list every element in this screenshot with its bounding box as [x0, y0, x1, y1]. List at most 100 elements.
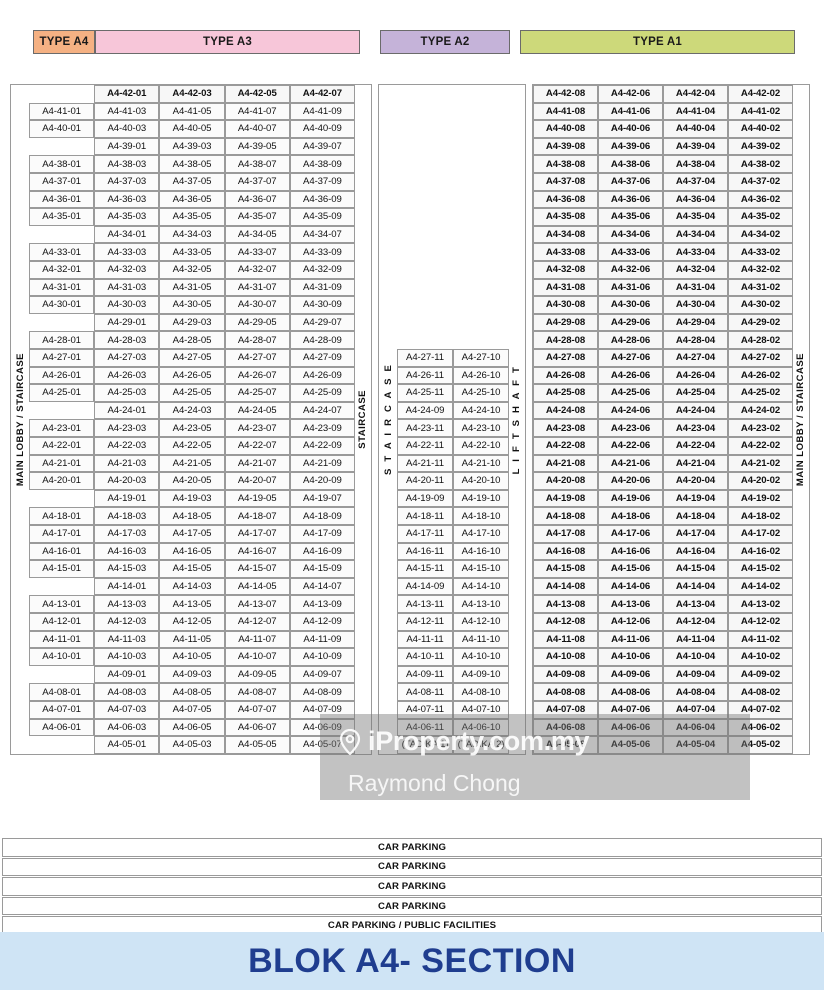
unit-cell[interactable]: A4-10-06 [598, 648, 663, 666]
unit-cell[interactable]: A4-39-08 [533, 137, 598, 156]
unit-cell[interactable]: A4-15-02 [728, 560, 793, 578]
unit-cell[interactable]: A4-09-04 [663, 665, 728, 684]
unit-cell[interactable]: A4-38-01 [29, 155, 95, 173]
unit-cell[interactable]: A4-39-01 [94, 137, 160, 156]
unit-cell[interactable]: A4-15-11 [397, 560, 453, 578]
unit-cell[interactable]: A4-27-11 [397, 349, 453, 367]
unit-cell[interactable]: A4-37-06 [598, 173, 663, 191]
unit-cell[interactable]: A4-17-02 [728, 525, 793, 543]
unit-cell[interactable]: A4-26-10 [453, 366, 509, 385]
unit-cell[interactable]: A4-31-04 [663, 278, 728, 297]
unit-cell[interactable]: A4-17-07 [224, 525, 290, 543]
unit-cell[interactable]: A4-10-05 [159, 648, 225, 666]
unit-cell[interactable]: A4-34-07 [289, 225, 355, 244]
unit-cell[interactable]: A4-08-05 [159, 683, 225, 701]
unit-cell[interactable]: A4-16-03 [94, 542, 160, 561]
unit-cell[interactable]: A4-06-10 [453, 718, 509, 737]
unit-cell[interactable]: A4-26-05 [159, 366, 225, 385]
unit-cell[interactable]: A4-27-01 [29, 349, 95, 367]
unit-cell[interactable]: A4-11-07 [224, 630, 290, 649]
unit-cell[interactable]: A4-25-03 [94, 384, 160, 402]
unit-cell[interactable]: A4-37-07 [224, 173, 290, 191]
unit-cell[interactable]: A4-11-08 [533, 630, 598, 649]
unit-cell[interactable]: A4-11-03 [94, 630, 160, 649]
unit-cell[interactable]: A4-42-03 [159, 85, 225, 103]
unit-cell[interactable]: A4-22-08 [533, 437, 598, 455]
unit-cell[interactable]: A4-27-06 [598, 349, 663, 367]
unit-cell[interactable]: A4-41-06 [598, 102, 663, 121]
unit-cell[interactable]: A4-34-01 [94, 225, 160, 244]
unit-cell[interactable]: A4-30-08 [533, 296, 598, 314]
unit-cell[interactable]: A4-36-08 [533, 190, 598, 209]
unit-cell[interactable]: A4-27-07 [224, 349, 290, 367]
unit-cell[interactable]: A4-39-07 [289, 137, 355, 156]
unit-cell[interactable]: A4-21-10 [453, 454, 509, 473]
unit-cell[interactable]: A4-33-01 [29, 243, 95, 261]
unit-cell[interactable]: A4-16-10 [453, 542, 509, 561]
unit-cell[interactable]: A4-07-01 [29, 701, 95, 719]
unit-cell[interactable]: A4-32-05 [159, 261, 225, 279]
unit-cell[interactable]: A4-13-06 [598, 595, 663, 613]
unit-cell[interactable]: A4-41-08 [533, 102, 598, 121]
unit-cell[interactable]: A4-15-10 [453, 560, 509, 578]
unit-cell[interactable]: A4-24-02 [728, 401, 793, 420]
unit-cell[interactable]: A4-36-02 [728, 190, 793, 209]
unit-cell[interactable]: A4-31-05 [159, 278, 225, 297]
unit-cell[interactable]: A4-11-04 [663, 630, 728, 649]
unit-cell[interactable]: A4-08-04 [663, 683, 728, 701]
unit-cell[interactable]: A4-23-07 [224, 419, 290, 437]
unit-cell[interactable]: A4-06-03 [94, 718, 160, 737]
unit-cell[interactable]: A4-11-06 [598, 630, 663, 649]
unit-cell[interactable]: A4-18-01 [29, 507, 95, 525]
unit-cell[interactable]: A4-38-09 [289, 155, 355, 173]
unit-cell[interactable]: A4-17-08 [533, 525, 598, 543]
unit-cell[interactable]: A4-19-08 [533, 489, 598, 508]
unit-cell[interactable]: A4-20-07 [224, 472, 290, 490]
unit-cell[interactable]: A4-10-07 [224, 648, 290, 666]
unit-cell[interactable]: A4-32-09 [289, 261, 355, 279]
unit-cell[interactable]: A4-26-01 [29, 366, 95, 385]
unit-cell[interactable]: A4-08-08 [533, 683, 598, 701]
unit-cell[interactable]: A4-40-04 [663, 120, 728, 138]
unit-cell[interactable]: A4-07-07 [224, 701, 290, 719]
unit-cell[interactable]: A4-15-05 [159, 560, 225, 578]
unit-cell[interactable]: A4-41-01 [29, 102, 95, 121]
unit-cell[interactable]: A4-29-03 [159, 313, 225, 332]
unit-cell[interactable]: A4-18-02 [728, 507, 793, 525]
unit-cell[interactable]: A4-12-03 [94, 613, 160, 631]
unit-cell[interactable]: A4-10-01 [29, 648, 95, 666]
unit-cell[interactable]: A4-32-08 [533, 261, 598, 279]
unit-cell[interactable]: A4-09-03 [159, 665, 225, 684]
unit-cell[interactable]: A4-06-01 [29, 718, 95, 737]
unit-cell[interactable]: A4-13-07 [224, 595, 290, 613]
unit-cell[interactable]: A4-13-10 [453, 595, 509, 613]
unit-cell[interactable]: A4-27-05 [159, 349, 225, 367]
unit-cell[interactable]: A4-23-02 [728, 419, 793, 437]
unit-cell[interactable]: A4-24-10 [453, 401, 509, 420]
unit-cell[interactable]: A4-11-05 [159, 630, 225, 649]
unit-cell[interactable]: A4-09-11 [397, 665, 453, 684]
unit-cell[interactable]: A4-35-05 [159, 208, 225, 226]
unit-cell[interactable]: A4-15-08 [533, 560, 598, 578]
unit-cell[interactable]: A4-21-06 [598, 454, 663, 473]
unit-cell[interactable]: A4-26-02 [728, 366, 793, 385]
unit-cell[interactable]: A4-10-09 [289, 648, 355, 666]
unit-cell[interactable]: A4-42-04 [663, 85, 728, 103]
unit-cell[interactable]: A4-30-05 [159, 296, 225, 314]
unit-cell[interactable]: A4-12-11 [397, 613, 453, 631]
unit-cell[interactable]: A4-26-08 [533, 366, 598, 385]
unit-cell[interactable]: A4-09-06 [598, 665, 663, 684]
unit-cell[interactable]: A4-22-11 [397, 437, 453, 455]
unit-cell[interactable]: A4-23-06 [598, 419, 663, 437]
unit-cell[interactable]: A4-26-03 [94, 366, 160, 385]
unit-cell[interactable]: A4-25-11 [397, 384, 453, 402]
unit-cell[interactable]: A4-22-02 [728, 437, 793, 455]
unit-cell[interactable]: A4-12-02 [728, 613, 793, 631]
unit-cell[interactable]: A4-33-04 [663, 243, 728, 261]
unit-cell[interactable]: A4-39-02 [728, 137, 793, 156]
unit-cell[interactable]: A4-15-06 [598, 560, 663, 578]
unit-cell[interactable]: A4-09-08 [533, 665, 598, 684]
unit-cell[interactable]: A4-37-05 [159, 173, 225, 191]
unit-cell[interactable]: A4-11-09 [289, 630, 355, 649]
unit-cell[interactable]: A4-33-08 [533, 243, 598, 261]
